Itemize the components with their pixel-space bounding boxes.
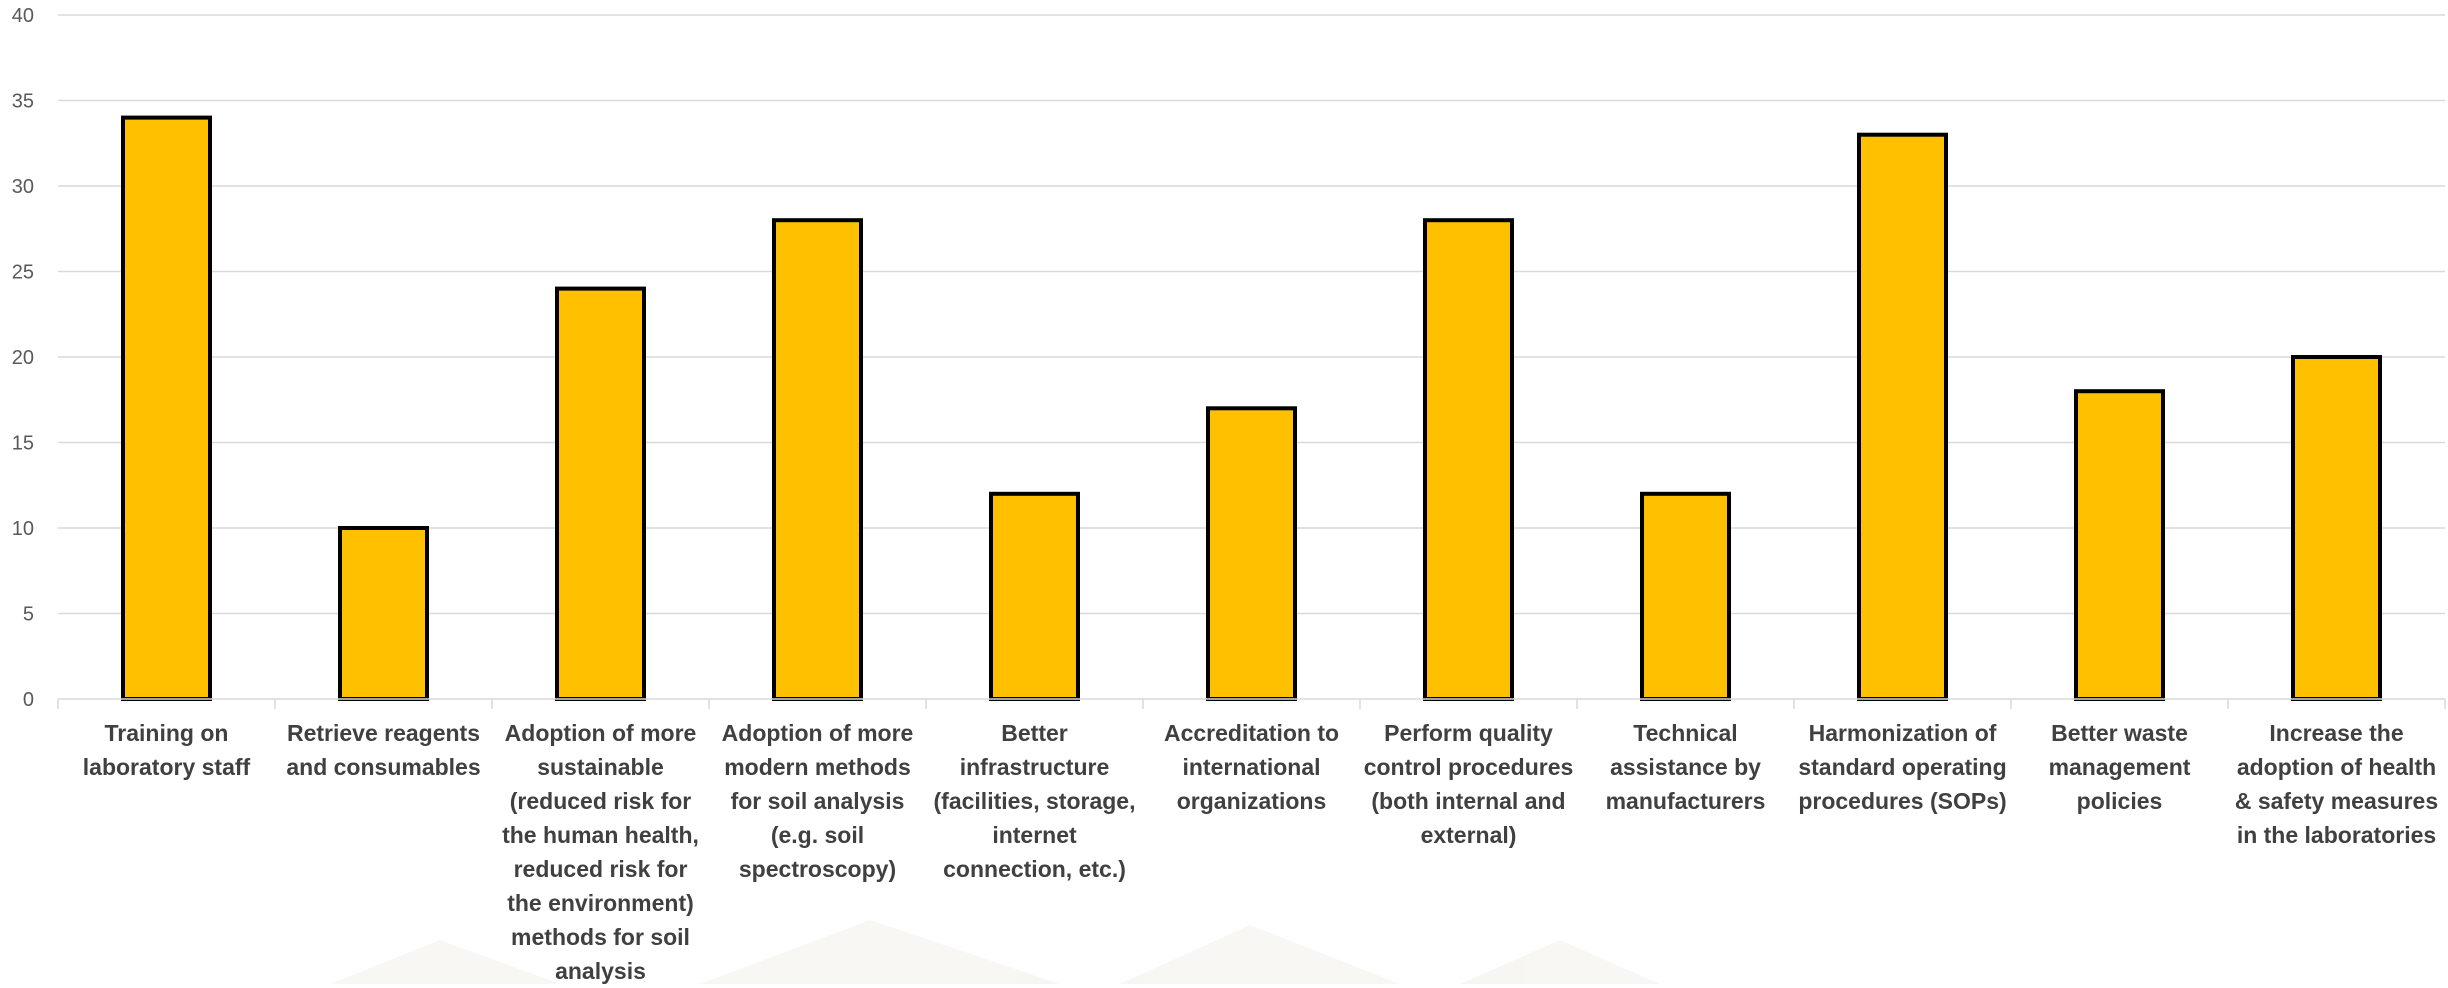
bar [121, 115, 212, 702]
y-tick-label: 35 [12, 91, 34, 113]
x-axis-ticks [57, 699, 2446, 709]
y-tick-label: 10 [12, 518, 34, 540]
x-category-label: Better waste management policies [2048, 720, 2191, 814]
x-category-label: Increase the adoption of health & safety… [2234, 720, 2439, 848]
bar [2291, 355, 2382, 701]
y-tick-label: 0 [23, 689, 34, 711]
x-category-label: Retrieve reagents and consumables [286, 720, 481, 780]
y-tick-label: 25 [12, 262, 34, 284]
y-tick-label: 15 [12, 433, 34, 455]
bar [989, 491, 1080, 701]
x-category-label: Accreditation to international organizat… [1163, 720, 1340, 814]
x-category-label: Harmonization of standard operating proc… [1798, 720, 2007, 814]
bar [1206, 406, 1297, 701]
x-category-label: Better infrastructure (facilities, stora… [933, 720, 1136, 882]
y-tick-label: 5 [23, 604, 34, 626]
bar [2074, 389, 2165, 701]
x-category-label: Adoption of more modern methods for soil… [721, 720, 914, 882]
y-tick-label: 40 [12, 5, 34, 27]
y-tick-label: 20 [12, 347, 34, 369]
x-category-label: Technical assistance by manufacturers [1605, 720, 1766, 814]
bar [772, 218, 863, 701]
x-category-label: Adoption of more sustainable (reduced ri… [502, 720, 699, 984]
y-tick-label: 30 [12, 176, 34, 198]
watermark-logo [330, 920, 1660, 984]
x-category-label: Perform quality control procedures (both… [1363, 720, 1574, 848]
bar [555, 286, 646, 701]
y-axis-tick-labels: 0 5 10 15 20 25 30 35 40 [12, 5, 34, 711]
bars [121, 115, 2382, 702]
bar [1857, 132, 1948, 701]
bar [1423, 218, 1514, 701]
bar [1640, 491, 1731, 701]
x-category-label: Training on laboratory staff [82, 720, 251, 780]
bar [338, 526, 429, 701]
